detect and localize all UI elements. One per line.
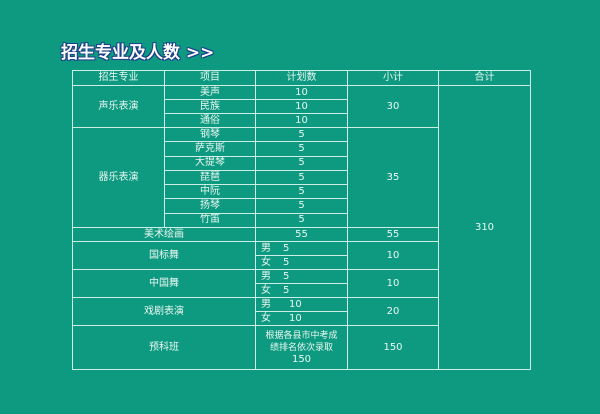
- table-row: 预科班 根据各县市中考成 绩排名依次录取 150 150: [72, 325, 531, 371]
- table-row: 萨克斯 5: [73, 141, 531, 157]
- plan-cell: 5: [255, 184, 348, 200]
- gender-plan-cell: 女 10: [255, 311, 348, 327]
- table-row: 戏剧表演 男 10 20: [72, 297, 531, 327]
- table-row: 通俗 10: [73, 113, 531, 128]
- header-major: 招生专业: [72, 70, 165, 86]
- prep-note-line2: 绩排名依次录取: [269, 342, 333, 353]
- prep-plan-cell: 根据各县市中考成 绩排名依次录取 150: [255, 325, 348, 371]
- item-cell: 通俗: [164, 113, 256, 128]
- subtotal-vocal: 30: [347, 85, 439, 128]
- page-title: 招生专业及人数 >>: [61, 43, 215, 63]
- gender-label: 男: [261, 270, 271, 282]
- plan-value: 5: [283, 242, 290, 254]
- header-item: 项目: [164, 70, 256, 86]
- header-subtotal: 小计: [347, 70, 439, 86]
- major-ballroom: 国标舞: [72, 241, 256, 271]
- plan-cell: 10: [255, 113, 348, 128]
- plan-cell: 10: [255, 99, 348, 114]
- table-row: 扬琴 5: [73, 198, 531, 214]
- subtotal-instrument: 35: [347, 126, 439, 229]
- item-cell: 竹笛: [164, 212, 256, 229]
- plan-value: 10: [289, 298, 302, 310]
- table-row: 竹笛 5: [73, 212, 531, 229]
- subtotal-drama: 20: [347, 297, 439, 327]
- prep-note-line1: 根据各县市中考成: [265, 330, 338, 341]
- item-cell: 美声: [164, 85, 256, 100]
- major-vocal: 声乐表演: [72, 85, 165, 128]
- header-total: 合计: [438, 70, 531, 86]
- header-plan: 计划数: [255, 70, 348, 86]
- prep-plan-value: 150: [291, 353, 312, 365]
- item-cell: 大提琴: [164, 155, 256, 171]
- item-cell: 中阮: [164, 184, 256, 200]
- plan-cell: 5: [255, 126, 348, 143]
- gender-label: 女: [261, 256, 271, 268]
- item-cell: 萨克斯: [164, 141, 256, 157]
- plan-cell: 10: [255, 85, 348, 100]
- plan-value: 10: [289, 312, 302, 324]
- table-row: 中阮 5: [73, 184, 531, 200]
- table-row: 琵琶 5: [73, 169, 531, 186]
- plan-cell: 5: [255, 155, 348, 171]
- item-cell: 民族: [164, 99, 256, 114]
- gender-plan-cell: 男 10: [255, 297, 348, 313]
- major-art: 美术绘画: [72, 227, 256, 243]
- item-cell: 琵琶: [164, 169, 256, 186]
- plan-cell: 5: [255, 212, 348, 229]
- enrollment-table: 招生专业 项目 计划数 小计 合计 声乐表演 美声 10 30 310 民族 1…: [72, 70, 531, 371]
- plan-cell: 5: [255, 169, 348, 186]
- table-header-row: 招生专业 项目 计划数 小计 合计: [72, 70, 531, 86]
- subtotal-chinese-dance: 10: [347, 269, 439, 299]
- table-row: 大提琴 5: [73, 155, 531, 171]
- plan-value: 5: [283, 270, 290, 282]
- major-instrument: 器乐表演: [72, 126, 165, 229]
- item-cell: 钢琴: [164, 126, 256, 143]
- gender-label: 女: [261, 284, 271, 296]
- gender-label: 男: [261, 298, 271, 310]
- table-row: 声乐表演 美声 10 30 310: [72, 84, 531, 371]
- major-prep: 预科班: [72, 325, 256, 371]
- plan-cell: 55: [255, 227, 348, 243]
- subtotal-ballroom: 10: [347, 241, 439, 271]
- plan-cell: 5: [255, 198, 348, 214]
- gender-label: 女: [261, 312, 271, 324]
- plan-value: 5: [283, 284, 290, 296]
- major-drama: 戏剧表演: [72, 297, 256, 327]
- item-cell: 扬琴: [164, 198, 256, 214]
- grand-total: 310: [438, 84, 531, 371]
- major-chinese-dance: 中国舞: [72, 269, 256, 299]
- plan-cell: 5: [255, 141, 348, 157]
- subtotal-art: 55: [347, 227, 439, 243]
- gender-label: 男: [261, 242, 271, 254]
- subtotal-prep: 150: [347, 325, 439, 371]
- plan-value: 5: [283, 256, 290, 268]
- table-row: 民族 10: [73, 99, 531, 114]
